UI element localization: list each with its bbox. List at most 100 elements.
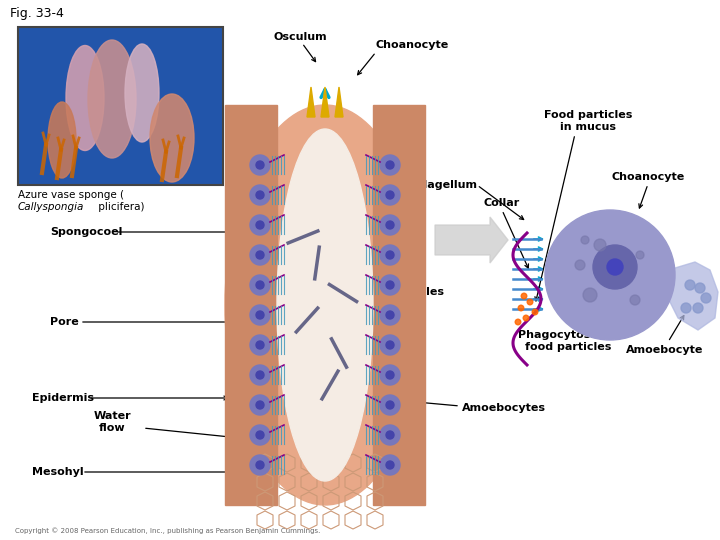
Circle shape — [386, 281, 394, 289]
Circle shape — [523, 315, 528, 321]
Circle shape — [250, 185, 270, 205]
Circle shape — [256, 431, 264, 439]
Circle shape — [594, 239, 606, 251]
Circle shape — [386, 431, 394, 439]
Bar — [225, 105, 277, 505]
Circle shape — [250, 215, 270, 235]
Circle shape — [545, 210, 675, 340]
Ellipse shape — [66, 45, 104, 151]
Polygon shape — [335, 87, 343, 117]
Ellipse shape — [225, 105, 425, 505]
Circle shape — [518, 305, 523, 311]
Text: Amoebocytes: Amoebocytes — [462, 403, 546, 413]
Circle shape — [250, 395, 270, 415]
Bar — [18, 27, 223, 185]
FancyArrow shape — [435, 217, 508, 263]
Circle shape — [250, 305, 270, 325]
Text: Phagocytosis of
food particles: Phagocytosis of food particles — [518, 330, 618, 352]
Circle shape — [593, 245, 637, 289]
Circle shape — [685, 280, 695, 290]
Text: plicifera): plicifera) — [95, 202, 145, 212]
Circle shape — [386, 311, 394, 319]
Circle shape — [250, 365, 270, 385]
Text: Collar: Collar — [484, 198, 520, 208]
Text: Azure vase sponge (: Azure vase sponge ( — [18, 190, 124, 200]
Circle shape — [521, 293, 527, 299]
Circle shape — [256, 281, 264, 289]
Text: Flagellum: Flagellum — [416, 180, 477, 190]
Circle shape — [695, 283, 705, 293]
Circle shape — [250, 245, 270, 265]
Ellipse shape — [277, 129, 373, 481]
Circle shape — [693, 303, 703, 313]
Circle shape — [516, 319, 521, 325]
Text: Fig. 33-4: Fig. 33-4 — [10, 7, 64, 20]
Circle shape — [250, 455, 270, 475]
Text: Spongocoel: Spongocoel — [50, 227, 122, 237]
Circle shape — [256, 191, 264, 199]
Ellipse shape — [125, 44, 159, 142]
Circle shape — [380, 155, 400, 175]
Circle shape — [256, 251, 264, 259]
Circle shape — [386, 221, 394, 229]
Circle shape — [636, 251, 644, 259]
Text: Choanocyte: Choanocyte — [375, 40, 449, 50]
Circle shape — [256, 341, 264, 349]
Text: Osculum: Osculum — [273, 32, 327, 42]
Polygon shape — [307, 87, 315, 117]
Circle shape — [256, 221, 264, 229]
Circle shape — [380, 185, 400, 205]
Text: Callyspongia: Callyspongia — [18, 202, 84, 212]
Ellipse shape — [88, 40, 136, 158]
Circle shape — [386, 461, 394, 469]
Text: Copyright © 2008 Pearson Education, Inc., publishing as Pearson Benjamin Cumming: Copyright © 2008 Pearson Education, Inc.… — [15, 528, 320, 534]
Circle shape — [386, 401, 394, 409]
Circle shape — [256, 401, 264, 409]
Circle shape — [256, 371, 264, 379]
Circle shape — [583, 288, 597, 302]
Ellipse shape — [150, 94, 194, 182]
Text: Mesohyl: Mesohyl — [32, 467, 84, 477]
Circle shape — [681, 303, 691, 313]
Circle shape — [607, 259, 623, 275]
Circle shape — [256, 461, 264, 469]
Polygon shape — [321, 87, 329, 117]
Circle shape — [250, 335, 270, 355]
Circle shape — [380, 275, 400, 295]
Bar — [18, 27, 223, 185]
Circle shape — [380, 455, 400, 475]
Text: Water
flow: Water flow — [93, 411, 131, 433]
Circle shape — [250, 425, 270, 445]
Circle shape — [380, 425, 400, 445]
Text: Spicules: Spicules — [392, 287, 444, 297]
Circle shape — [380, 365, 400, 385]
Circle shape — [386, 371, 394, 379]
Text: Epidermis: Epidermis — [32, 393, 94, 403]
Circle shape — [630, 295, 640, 305]
Circle shape — [380, 335, 400, 355]
Circle shape — [256, 161, 264, 169]
Circle shape — [380, 245, 400, 265]
Ellipse shape — [48, 102, 76, 178]
Polygon shape — [662, 262, 718, 330]
Circle shape — [386, 341, 394, 349]
Circle shape — [386, 161, 394, 169]
Circle shape — [701, 293, 711, 303]
Circle shape — [532, 309, 538, 315]
Circle shape — [380, 305, 400, 325]
Text: Food particles
in mucus: Food particles in mucus — [544, 110, 632, 132]
Circle shape — [386, 251, 394, 259]
Circle shape — [380, 395, 400, 415]
Circle shape — [250, 275, 270, 295]
Circle shape — [581, 236, 589, 244]
Bar — [373, 105, 425, 505]
Circle shape — [575, 260, 585, 270]
Text: Pore: Pore — [50, 317, 78, 327]
Circle shape — [256, 311, 264, 319]
Circle shape — [386, 191, 394, 199]
Circle shape — [250, 155, 270, 175]
Text: Amoebocyte: Amoebocyte — [626, 345, 703, 355]
Circle shape — [380, 215, 400, 235]
Text: Choanocyte: Choanocyte — [611, 172, 685, 182]
Circle shape — [527, 299, 533, 305]
